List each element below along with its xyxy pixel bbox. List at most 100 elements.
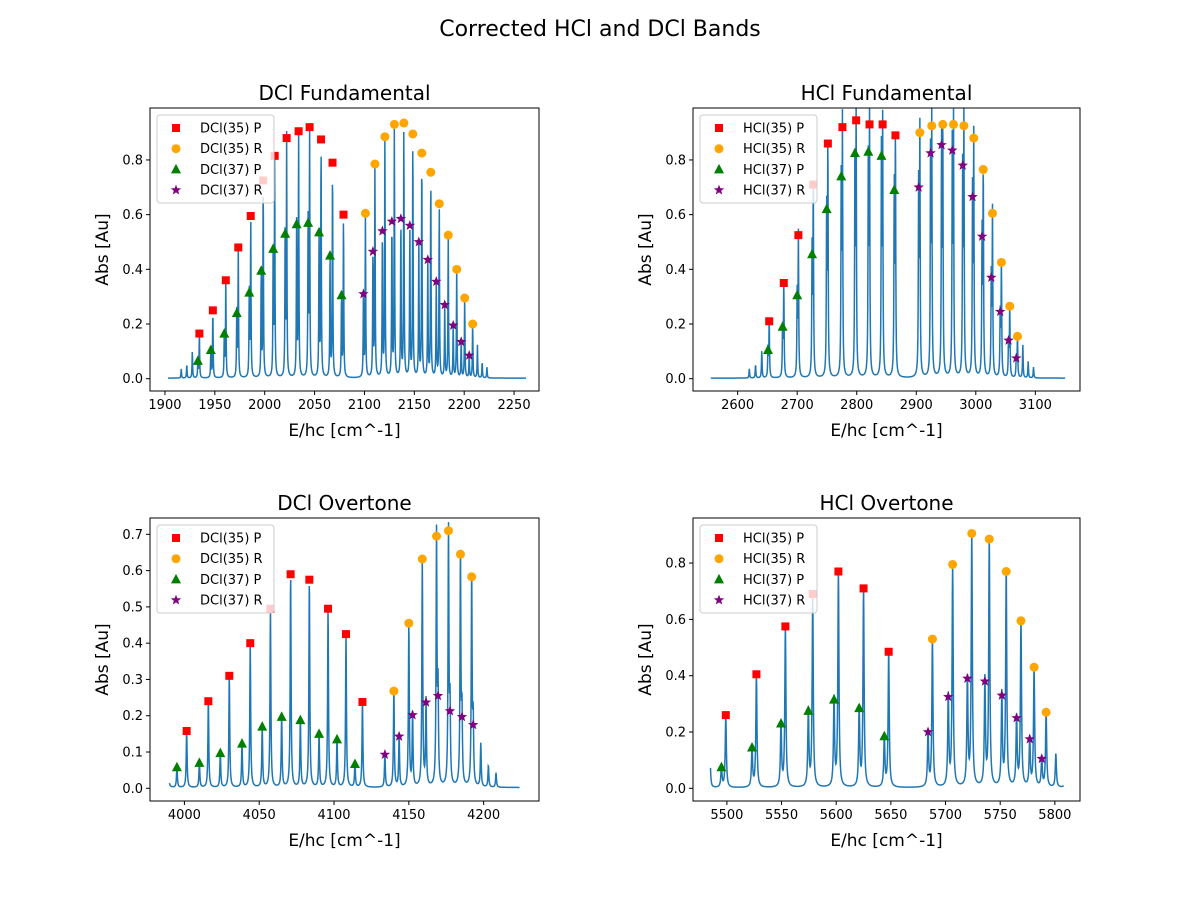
data-point (246, 639, 255, 648)
data-point (1024, 733, 1035, 744)
data-point (276, 711, 287, 721)
data-point (915, 128, 925, 138)
data-point (863, 146, 874, 156)
data-point (1036, 753, 1047, 764)
data-point (836, 170, 847, 181)
data-point (854, 702, 865, 713)
data-point (876, 150, 887, 160)
y-axis-label: Abs [Au] (93, 213, 113, 285)
legend-label: DCl(35) R (200, 552, 263, 567)
data-point (325, 250, 336, 260)
y-tick-label: 0.8 (665, 153, 686, 168)
x-tick-label: 2250 (498, 398, 531, 413)
dcl-fundamental-panel: DCl Fundamental E/hc [cm^-1] Abs [Au] 19… (93, 81, 540, 441)
data-point (925, 147, 936, 158)
x-tick-label: 2900 (900, 398, 933, 413)
data-point (1003, 334, 1014, 345)
data-point (317, 135, 326, 144)
data-point (1005, 301, 1015, 311)
data-point (865, 120, 874, 129)
data-point (341, 630, 350, 639)
data-point (821, 203, 832, 214)
panel-title: HCl Fundamental (801, 81, 973, 105)
y-tick-label: 0.5 (122, 600, 143, 615)
data-point (246, 212, 255, 221)
data-point (395, 213, 407, 224)
data-point (913, 181, 924, 192)
data-point (891, 131, 900, 140)
legend-label: DCl(37) P (200, 573, 262, 588)
data-point (295, 714, 306, 725)
data-point (976, 231, 988, 241)
data-point (994, 306, 1006, 317)
y-tick-label: 0.4 (122, 263, 143, 278)
data-point (225, 671, 234, 680)
x-tick-label: 1950 (198, 398, 231, 413)
legend-marker (171, 144, 181, 154)
data-point (794, 231, 803, 240)
data-point (339, 210, 348, 219)
data-point (399, 118, 409, 128)
x-tick-label: 4050 (243, 808, 276, 823)
data-point (336, 289, 347, 300)
data-point (215, 747, 226, 758)
data-point (208, 306, 217, 315)
data-point (456, 711, 468, 722)
data-point (303, 217, 314, 227)
legend-marker (714, 573, 724, 584)
y-tick-label: 0.6 (122, 208, 143, 223)
data-point (838, 123, 847, 132)
data-point (389, 686, 399, 696)
legend-marker (171, 554, 181, 564)
data-point (204, 697, 213, 706)
data-point (938, 119, 948, 129)
data-point (360, 208, 370, 218)
data-point (878, 120, 887, 129)
legend-label: DCl(35) P (200, 122, 262, 137)
x-tick-label: 5600 (820, 808, 853, 823)
data-point (996, 257, 1006, 267)
legend-label: HCl(37) P (743, 573, 804, 588)
data-point (967, 528, 977, 538)
y-tick-label: 0.2 (122, 318, 143, 333)
data-point (286, 570, 295, 579)
data-point (987, 208, 997, 218)
legend: HCl(35) P HCl(35) R HCl(37) P HCl(37) R (699, 524, 818, 614)
y-axis-label: Abs [Au] (636, 213, 656, 285)
data-point (234, 243, 243, 252)
data-point (792, 289, 803, 300)
y-tick-label: 0.4 (665, 669, 686, 684)
data-point (969, 133, 979, 143)
legend-label: DCl(37) R (200, 594, 263, 609)
y-tick-label: 0.8 (122, 153, 143, 168)
data-point (389, 119, 399, 129)
data-point (404, 618, 414, 628)
data-point (463, 349, 475, 360)
y-tick-label: 0.0 (122, 372, 143, 387)
legend-marker (715, 534, 723, 542)
data-point (332, 733, 343, 744)
plot-frame (149, 517, 540, 802)
x-axis-label: E/hc [cm^-1] (288, 831, 400, 851)
data-point (460, 293, 470, 303)
y-tick-label: 0.0 (665, 782, 686, 797)
data-point (256, 265, 267, 275)
data-point (314, 226, 325, 237)
data-point (244, 287, 255, 297)
legend-box (156, 114, 275, 204)
data-point (195, 329, 204, 338)
data-point (829, 694, 840, 704)
y-tick-label: 0.6 (122, 564, 143, 579)
x-tick-label: 4150 (392, 808, 425, 823)
data-point (996, 689, 1008, 700)
data-point (979, 675, 991, 686)
legend-marker (715, 124, 723, 132)
data-point (927, 121, 937, 131)
data-point (1016, 616, 1026, 626)
y-tick-label: 0.3 (122, 673, 143, 688)
data-point (379, 749, 391, 760)
data-point (834, 567, 843, 576)
data-point (947, 144, 958, 155)
legend-marker (714, 144, 724, 154)
